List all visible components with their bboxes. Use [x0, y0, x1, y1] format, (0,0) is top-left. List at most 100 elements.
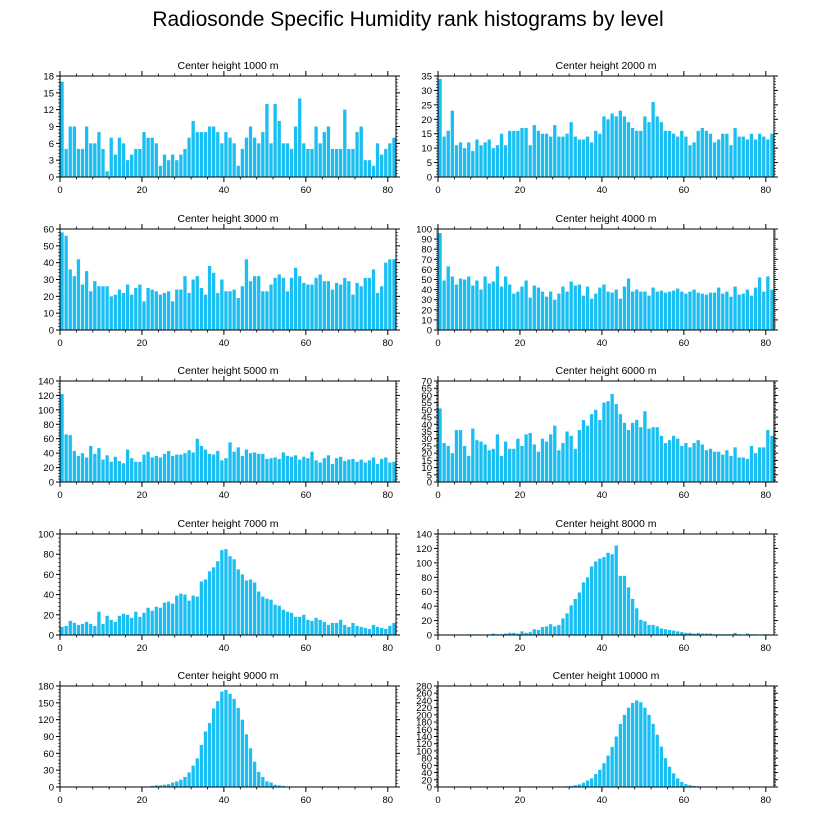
panel-7-bar [306, 619, 310, 635]
panel-4-bar [671, 290, 676, 330]
panel-4-bar [745, 289, 750, 330]
panel-6-bar [475, 440, 479, 482]
panel-6-bar [733, 447, 737, 482]
panel-5-x-tick-label: 20 [137, 490, 148, 501]
panel-9-bar [265, 781, 269, 787]
panel-8-bar [692, 633, 696, 635]
panel-1-bar [384, 148, 388, 177]
panel-3-bar [187, 292, 191, 330]
panel-6-bar [491, 448, 495, 482]
panel-9-bar [232, 698, 236, 787]
panel-5-bar [179, 454, 183, 482]
panel-6-bar [479, 441, 483, 482]
panel-5-bar [121, 463, 126, 482]
panel-3-bar [232, 289, 236, 330]
panel-4-bar [639, 291, 643, 330]
panel-1-y-tick-label: 9 [49, 122, 54, 133]
panel-5-bar [130, 458, 134, 482]
panel-5-x-tick-label: 60 [301, 490, 312, 501]
panel-7-bar [76, 624, 81, 635]
panel-1-bar [252, 137, 257, 177]
panel-2-bar [676, 136, 680, 177]
panel-1-bar [318, 143, 322, 177]
panel-2-bar [508, 130, 512, 177]
panel-8-bar [602, 557, 606, 635]
panel-3-bar [302, 282, 306, 330]
panel-7-bar [130, 617, 134, 635]
panel-9-bar [175, 781, 179, 787]
panel-1-bar [302, 143, 306, 177]
panel-5-bar [384, 457, 388, 482]
panel-1-bar [171, 154, 175, 177]
panel-2-bar [536, 130, 541, 177]
panel-8-bar [704, 633, 709, 635]
panel-2-bar [487, 139, 491, 177]
panel-8-bar [622, 575, 627, 635]
panel-2-bar [610, 113, 614, 177]
panel-9-bar [224, 689, 228, 787]
panel-9-x-tick-label: 40 [219, 795, 230, 806]
panel-8-bar [610, 554, 614, 635]
panel-6-bar [749, 445, 754, 482]
panel-2-bar [749, 133, 754, 177]
panel-2-bar [594, 130, 598, 177]
panel-2-bar [622, 116, 627, 177]
panel-6-bar [745, 458, 750, 482]
panel-2-x-tick-label: 20 [515, 185, 526, 196]
panel-7-bar [261, 596, 265, 635]
panel-3-bar [130, 294, 134, 330]
panel-6-bar [508, 448, 512, 482]
panel-2-bar [602, 116, 606, 177]
panel-8-y-tick-label: 80 [421, 573, 432, 584]
panel-2-bar [618, 110, 622, 177]
panel-4-bar [651, 287, 655, 330]
panel-4-x-tick-label: 20 [515, 338, 526, 349]
panel-7-bar [203, 579, 208, 635]
panel-1-bar [97, 132, 101, 177]
panel-1-bar [367, 160, 372, 177]
panel-5-bar [375, 463, 380, 482]
panel-1-bar [203, 132, 208, 177]
panel-4-bar [458, 278, 463, 330]
panel-7-bar [183, 594, 187, 635]
panel-4-bar [483, 276, 487, 330]
panel-6-bar [667, 440, 672, 482]
panel-3-bar [109, 296, 113, 330]
panel-1-bar [347, 148, 351, 177]
panel-9-bar [244, 734, 249, 787]
panel-1-bar [326, 126, 331, 177]
panel-7-bar [187, 600, 191, 635]
panel-1-bar [109, 137, 113, 177]
panel-7-bar [117, 615, 122, 635]
panel-7-x-tick-label: 60 [301, 643, 312, 654]
panel-6-bar [557, 450, 561, 482]
panel-8-bar [684, 632, 688, 635]
panel-2-bar [684, 136, 688, 177]
panel-7-bar [179, 593, 183, 635]
panel-4-bar [655, 291, 659, 330]
panel-3-y-tick-label: 60 [43, 225, 54, 236]
panel-8-bar [536, 629, 541, 635]
panel-7-bar [236, 569, 240, 635]
panel-2-bar [565, 133, 569, 177]
panel-2-bar [733, 127, 737, 177]
panel-7-bar [367, 628, 372, 635]
panel-5-bar [166, 450, 171, 482]
panel-7-bar [113, 621, 117, 635]
panel-3-bar [388, 259, 392, 330]
panel-1-bar [322, 132, 326, 177]
panel-2-bar [512, 130, 516, 177]
panel-5-bar [298, 459, 302, 482]
panel-3-bar [134, 287, 138, 330]
panel-4-bar [491, 281, 495, 330]
panel-6-x-tick-label: 60 [679, 490, 690, 501]
panel-1-x-tick-label: 0 [57, 185, 62, 196]
panel-8-bar [688, 632, 692, 635]
panel-7-bar [355, 625, 359, 635]
panel-3-y-tick-label: 50 [43, 241, 54, 252]
panel-3-bar [339, 284, 343, 330]
panel-6-bar [721, 454, 725, 482]
panel-2-y-tick-label: 35 [421, 72, 432, 83]
panel-3-bar [179, 289, 183, 330]
panel-6-bar [487, 450, 491, 482]
